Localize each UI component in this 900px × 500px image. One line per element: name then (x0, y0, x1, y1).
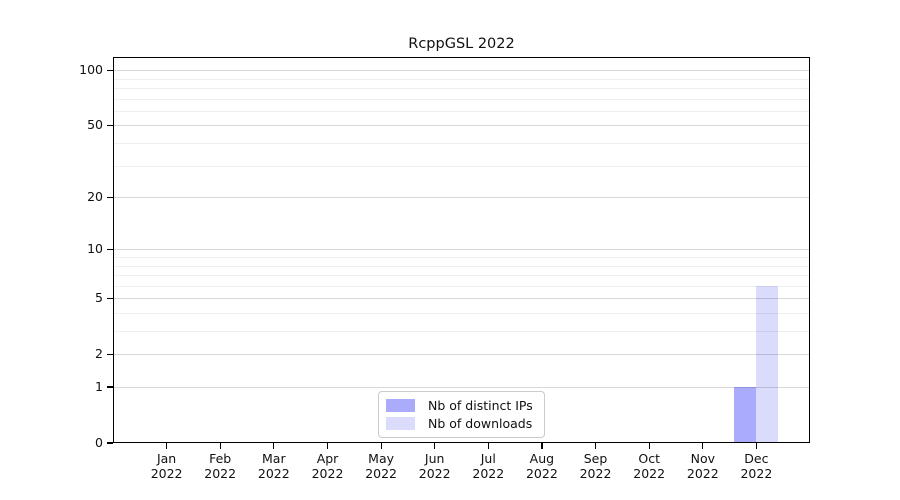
x-tick-label: Feb 2022 (204, 451, 237, 481)
minor-gridline (114, 313, 809, 314)
x-tick-label: Mar 2022 (257, 451, 290, 481)
y-tick-mark (107, 69, 113, 71)
x-tick-mark (326, 443, 329, 449)
x-tick-mark (166, 443, 168, 449)
y-tick-label: 20 (87, 189, 103, 205)
x-tick-label: Aug 2022 (525, 451, 558, 481)
minor-gridline (114, 257, 809, 258)
x-tick-label: Sep 2022 (579, 451, 612, 481)
y-tick-mark (107, 442, 113, 444)
legend-swatch-distinct-ips-icon (386, 398, 415, 412)
legend-swatch-downloads-icon (386, 417, 415, 431)
bar-downloads (756, 285, 779, 443)
x-tick-mark (755, 443, 758, 449)
x-tick-mark (273, 443, 275, 449)
minor-gridline (114, 285, 809, 287)
legend-label-downloads: Nb of downloads (428, 416, 533, 432)
x-tick-label: Oct 2022 (633, 451, 666, 481)
y-tick-mark (107, 353, 113, 355)
y-tick-mark (107, 124, 113, 127)
legend-label-distinct-ips: Nb of distinct IPs (428, 397, 533, 413)
major-gridline (114, 197, 809, 199)
major-gridline (114, 354, 809, 356)
x-tick-mark (648, 443, 650, 449)
minor-gridline (114, 78, 809, 80)
x-tick-label: Apr 2022 (311, 451, 344, 481)
plot-area-frame (113, 57, 810, 443)
x-tick-mark (541, 443, 543, 449)
legend-item-downloads: Nb of downloads (386, 416, 536, 431)
minor-gridline (114, 165, 809, 167)
x-tick-label: Dec 2022 (740, 451, 773, 481)
major-gridline (114, 298, 809, 300)
y-tick-mark (107, 386, 113, 388)
y-tick-label: 100 (79, 62, 103, 78)
x-tick-mark (702, 443, 704, 449)
minor-gridline (114, 88, 809, 90)
x-tick-mark (594, 443, 597, 449)
minor-gridline (114, 331, 809, 332)
x-tick-mark (219, 443, 221, 449)
major-gridline (114, 125, 809, 127)
major-gridline (114, 70, 809, 72)
x-tick-label: Jan 2022 (150, 451, 183, 481)
x-tick-label: Nov 2022 (686, 451, 719, 481)
x-tick-label: Jul 2022 (472, 451, 505, 481)
y-tick-label: 10 (87, 241, 103, 257)
x-tick-mark (487, 443, 489, 449)
minor-gridline (114, 111, 809, 112)
minor-gridline (114, 265, 809, 267)
x-tick-mark (380, 443, 382, 449)
bar-distinct-ips (734, 387, 757, 443)
minor-gridline (114, 98, 809, 100)
minor-gridline (114, 275, 809, 276)
x-tick-label: Jun 2022 (418, 451, 451, 481)
x-tick-mark (434, 443, 436, 449)
y-tick-label: 2 (95, 346, 103, 362)
y-tick-mark (107, 248, 113, 250)
major-gridline (114, 249, 809, 251)
y-tick-mark (107, 196, 113, 198)
legend-item-distinct-ips: Nb of distinct IPs (386, 398, 536, 413)
y-tick-mark (107, 297, 113, 299)
x-tick-label: May 2022 (365, 451, 397, 481)
minor-gridline (114, 143, 809, 145)
chart-title: RcppGSL 2022 (408, 36, 515, 52)
y-tick-label: 5 (95, 290, 103, 306)
y-tick-label: 1 (95, 379, 103, 394)
y-tick-label: 0 (95, 435, 103, 450)
y-tick-label: 50 (87, 117, 103, 133)
legend: Nb of distinct IPs Nb of downloads (378, 391, 545, 438)
major-gridline (114, 387, 809, 388)
